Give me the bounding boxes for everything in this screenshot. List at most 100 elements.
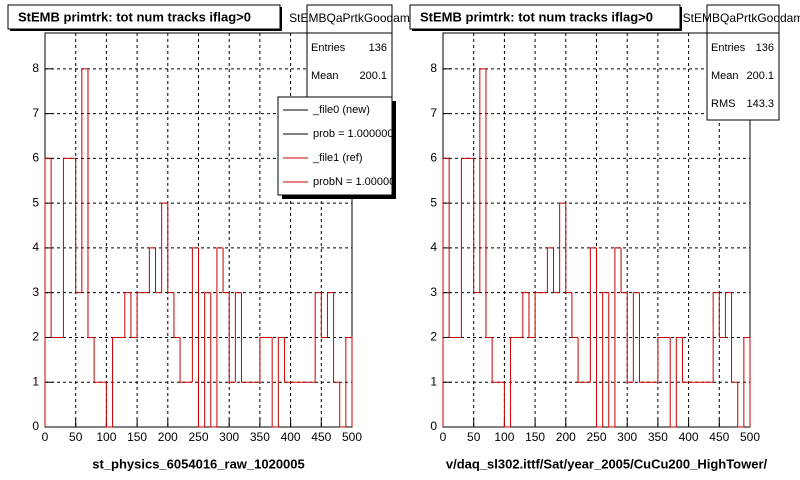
histogram-step [112,336,119,427]
x-tick-label: 100 [494,430,514,444]
histogram-step [448,158,456,338]
histogram-step [638,292,646,383]
histogram-step [724,292,732,338]
histogram-step [743,336,751,427]
histogram-step [326,292,334,338]
histogram-step [173,292,181,338]
histogram-step [228,292,236,383]
histogram-step [510,336,517,427]
histogram-step [626,292,634,383]
x-tick-label: 0 [42,430,49,444]
histogram-step [44,157,52,427]
histogram-step [130,292,138,338]
stats-value: 136 [369,42,387,54]
stats-value: 200.1 [359,70,387,82]
x-tick-label: 200 [158,430,178,444]
histogram-step [320,292,328,338]
histogram-step [528,292,536,338]
y-tick-label: 2 [430,330,437,344]
histogram-step [210,292,217,428]
y-tick-label: 1 [430,374,437,388]
histogram-step [534,292,542,338]
title-box [7,4,281,30]
x-tick-label: 300 [617,430,637,444]
stats-label: Entries [711,42,746,54]
legend-label: probN = 1.000000 [313,176,401,188]
x-tick-label: 250 [188,430,208,444]
histogram-step [271,337,279,428]
legend-label: _file0 (new) [312,104,370,116]
x-tick-label: 450 [311,430,331,444]
histogram-step [87,68,95,338]
x-tick-label: 400 [281,430,301,444]
histogram-step [277,336,285,427]
stats-label: Entries [311,42,346,54]
histogram-step [491,337,499,383]
histogram-step [718,292,726,338]
histogram-step [333,292,340,383]
histogram-step [191,247,199,383]
histogram-step [546,247,554,293]
histogram-step [240,292,248,383]
legend-entries: _file0 (new) prob = 1.000000 _file1 (ref) p… [283,104,401,188]
y-tick-label: 7 [430,106,437,120]
histogram-step [204,292,211,427]
y-tick-label: 1 [32,374,39,388]
x-tick-label: 50 [467,430,481,444]
histogram-step [620,247,628,294]
histogram-step [571,292,579,338]
histogram-step [81,68,88,293]
y-tick-label: 4 [430,240,437,254]
histogram-step [339,382,346,428]
y-tick-label: 4 [32,240,39,254]
histogram-step [75,158,82,294]
y-tick-label: 6 [430,151,437,165]
histogram-step [479,68,486,293]
stats-label: Mean [711,70,739,82]
histogram-step [602,292,609,427]
histogram-step [50,158,58,338]
chart-title: StEMB primtrk: tot num tracks iflag>0 [420,9,653,24]
x-tick-label: 350 [250,430,270,444]
histogram-step [559,202,566,293]
y-tick-label: 6 [32,151,39,165]
x-tick-label: 350 [648,430,668,444]
x-tick-label: 50 [69,430,83,444]
histogram-step [198,247,205,428]
histogram-step [460,157,468,338]
x-tick-label: 100 [96,430,116,444]
y-tick-label: 5 [430,195,437,209]
x-tick-label: 150 [525,430,545,444]
x-tick-label: 0 [440,430,447,444]
histogram-step [608,292,615,428]
y-tick-label: 5 [32,195,39,209]
histogram-step [93,337,101,383]
histogram-step [442,157,450,427]
legend-box [277,96,393,196]
histogram-step [485,68,493,338]
histogram-step [565,203,572,294]
x-tick-label: 400 [679,430,699,444]
title-box [409,4,681,30]
histogram-step [314,292,322,383]
histogram-step [614,247,622,427]
histogram-step [222,247,230,294]
stats-label: RMS [711,98,735,110]
chart-title: StEMB primtrk: tot num tracks iflag>0 [18,9,251,24]
histogram-step [62,157,70,338]
histogram-step [553,247,560,294]
histogram-step [345,336,353,427]
x-tick-label: 500 [740,430,760,444]
y-tick-label: 3 [430,285,437,299]
y-tick-label: 3 [32,285,39,299]
histogram-step [737,382,744,428]
stats-value: 200.1 [746,70,774,82]
histogram-step [259,336,267,383]
x-axis-label: st_physics_6054016_raw_1020005 [92,456,305,471]
stats-value: 136 [756,42,774,54]
histogram-step [167,203,174,294]
y-tick-label: 0 [32,419,39,433]
stats-title: StEMBQaPrtkGoodam [683,11,800,25]
histogram-step [283,337,291,383]
